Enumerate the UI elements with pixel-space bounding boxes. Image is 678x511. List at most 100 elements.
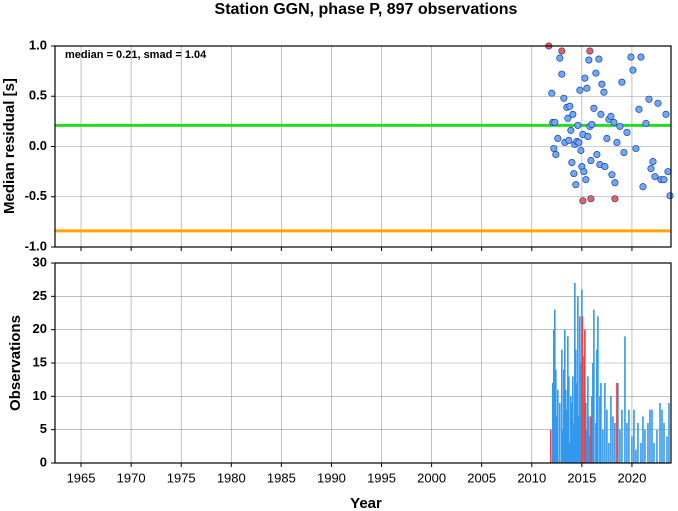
bar (612, 416, 614, 463)
bar (589, 436, 591, 463)
bar (587, 376, 589, 463)
y-axis-label: Median residual [s] (1, 78, 18, 214)
bar (576, 383, 578, 463)
point (572, 181, 580, 189)
point (600, 88, 608, 96)
x-tick-label: 2000 (417, 470, 446, 485)
bar (590, 416, 592, 463)
plot-frame (54, 45, 672, 248)
point (632, 144, 640, 153)
point (592, 69, 600, 77)
bar (628, 409, 630, 463)
point (566, 102, 574, 110)
x-tick-label: 2010 (517, 470, 546, 485)
bar (586, 429, 588, 463)
point (556, 54, 564, 62)
point (583, 84, 591, 92)
bar (614, 423, 616, 463)
point (560, 94, 568, 102)
bar (581, 316, 584, 463)
point (567, 126, 575, 134)
y-tick-label: 20 (33, 321, 47, 336)
bar (577, 296, 579, 463)
chart-title: Station GGN, phase P, 897 observations (215, 1, 518, 18)
bar (596, 349, 598, 463)
point (580, 168, 588, 176)
bar (555, 369, 557, 463)
plot-frame (54, 262, 672, 464)
bar (606, 409, 608, 463)
bar (600, 383, 602, 463)
y-axis-label: Observations (7, 315, 24, 411)
bar (644, 429, 646, 463)
y-tick-label: -1.0 (25, 238, 47, 253)
point (616, 122, 624, 130)
point (666, 192, 674, 200)
bar (588, 416, 590, 463)
bar (574, 283, 576, 463)
bar (653, 443, 655, 463)
point (579, 197, 587, 205)
bar (608, 443, 610, 463)
bar (569, 443, 571, 463)
point (611, 179, 619, 187)
point (558, 70, 566, 78)
x-tick-label: 1965 (67, 470, 96, 485)
bar (573, 423, 575, 463)
bar (570, 396, 572, 463)
bar (631, 436, 633, 463)
bar (568, 376, 570, 463)
point (588, 120, 596, 128)
bar (602, 429, 604, 463)
annotation: median = 0.21, smad = 1.04 (65, 49, 207, 61)
bar (571, 403, 573, 463)
bar (578, 416, 580, 463)
point (627, 53, 635, 61)
x-tick-label: 2005 (467, 470, 496, 485)
bar (563, 369, 565, 463)
bar (579, 316, 581, 463)
x-tick-label: 2015 (567, 470, 596, 485)
point (603, 134, 611, 143)
point (577, 146, 585, 155)
point (639, 183, 647, 191)
point (647, 165, 655, 173)
bar (663, 423, 665, 463)
point (649, 158, 657, 166)
y-tick-label: 10 (33, 388, 47, 403)
point (570, 170, 578, 178)
point (590, 104, 598, 112)
point (654, 99, 662, 107)
bar (562, 429, 564, 463)
y-tick-label: 15 (33, 354, 47, 369)
x-tick-label: 1990 (317, 470, 346, 485)
bar (640, 443, 642, 463)
point (664, 168, 672, 176)
point (593, 150, 601, 159)
bar (554, 309, 556, 463)
point (552, 150, 560, 159)
y-tick-label: 0 (40, 454, 47, 469)
x-tick-label: 1975 (167, 470, 196, 485)
bar (564, 329, 566, 463)
bar (619, 429, 621, 463)
bar (649, 409, 651, 463)
point (551, 118, 559, 126)
bar (624, 336, 626, 463)
point (585, 56, 593, 64)
point (608, 171, 616, 179)
x-tick-label: 1970 (117, 470, 146, 485)
point (587, 157, 595, 165)
y-tick-label: 25 (33, 288, 47, 303)
point (554, 134, 562, 143)
x-tick-label: 2020 (617, 470, 646, 485)
point (611, 195, 619, 203)
bar (599, 396, 601, 463)
point (598, 80, 606, 88)
y-tick-label: 0.5 (29, 88, 47, 103)
bar (592, 363, 594, 463)
point (586, 47, 594, 55)
point (550, 144, 558, 153)
point (629, 66, 637, 74)
point (597, 110, 605, 118)
